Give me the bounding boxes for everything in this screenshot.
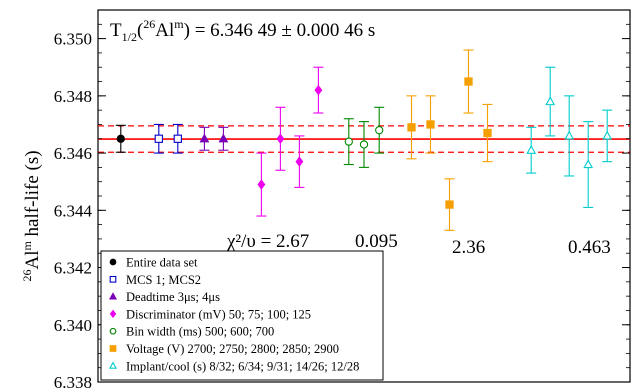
chi2-value-implant: 0.463 <box>568 237 611 258</box>
data-point <box>108 361 118 369</box>
data-marks <box>115 49 613 231</box>
data-point <box>445 200 454 209</box>
y-tick-label: 6.344 <box>54 201 93 220</box>
data-point <box>295 156 304 167</box>
data-point <box>108 292 118 300</box>
series-2 <box>199 126 229 151</box>
data-point <box>483 128 492 138</box>
series-5 <box>406 49 493 231</box>
y-axis-label: 26Alm half-life (s) <box>20 150 43 281</box>
annotation-sub: 1/2 <box>122 30 137 44</box>
data-point <box>109 275 117 283</box>
y-label-post-sup: m <box>20 241 34 251</box>
data-point <box>464 77 473 86</box>
annotation-open: ( <box>137 20 143 41</box>
data-point <box>526 144 537 154</box>
data-point <box>257 179 266 190</box>
data-point <box>426 120 435 129</box>
y-tick-label: 6.342 <box>54 259 92 278</box>
legend-entry: MCS 1; MCS2 <box>109 273 201 287</box>
data-point <box>545 96 556 106</box>
data-point <box>359 140 369 149</box>
series-1 <box>153 123 183 154</box>
y-tick-label: 6.348 <box>54 87 92 106</box>
legend-label: Voltage (V) 2700; 2750; 2800; 2850; 2900 <box>126 342 339 356</box>
chi2-label: χ²/υ = 2.67 <box>226 231 309 252</box>
y-axis: 6.338 6.340 6.342 6.344 6.346 6.348 6.350 <box>54 9 630 390</box>
legend-label: Bin width (ms) 500; 600; 700 <box>126 325 274 339</box>
half-life-annotation: T1/2(26Alm) = 6.346 49 ± 0.000 46 s <box>110 17 375 44</box>
y-tick-label: 6.346 <box>54 144 92 163</box>
data-point <box>314 84 323 96</box>
data-point <box>199 133 210 143</box>
data-point <box>375 126 384 135</box>
series-3 <box>256 66 324 217</box>
legend-label: Discriminator (mV) 50; 75; 100; 125 <box>126 307 311 321</box>
legend-entry: Voltage (V) 2700; 2750; 2800; 2850; 2900 <box>109 342 339 356</box>
annotation-value: ) = 6.346 49 ± 0.000 46 s <box>184 20 376 41</box>
legend-entry: Implant/cool (s) 8/32; 6/34; 9/31; 14/26… <box>108 359 359 373</box>
y-label-pre-sup: 26 <box>20 270 34 282</box>
annotation-element: Al <box>155 20 174 41</box>
data-point <box>109 345 117 352</box>
y-label-main: Al <box>22 251 43 270</box>
data-point <box>109 258 117 266</box>
data-point <box>218 133 229 143</box>
data-point <box>407 123 416 132</box>
y-tick-label: 6.340 <box>54 316 92 335</box>
y-tick-label: 6.350 <box>54 30 92 49</box>
data-point <box>109 327 117 335</box>
series-0 <box>115 124 126 153</box>
legend-entry: Bin width (ms) 500; 600; 700 <box>109 325 274 339</box>
annotation-sup-iso: 26 <box>143 17 155 31</box>
data-point <box>344 137 353 146</box>
data-point <box>154 134 163 143</box>
legend-label: Entire data set <box>126 256 198 270</box>
legend-label: Deadtime 3μs; 4μs <box>126 290 220 304</box>
legend-label: Implant/cool (s) 8/32; 6/34; 9/31; 14/26… <box>126 359 359 373</box>
data-point <box>583 159 594 169</box>
legend-label: MCS 1; MCS2 <box>126 273 201 287</box>
y-label-suffix: half-life (s) <box>22 150 43 241</box>
data-point <box>109 309 117 319</box>
series-4 <box>343 106 385 168</box>
y-tick-label: 6.338 <box>54 373 92 390</box>
data-point <box>564 130 575 140</box>
chi2-value-voltage: 2.36 <box>452 237 485 258</box>
legend-entry: Discriminator (mV) 50; 75; 100; 125 <box>109 307 311 321</box>
series-6 <box>526 66 613 208</box>
data-point <box>276 133 285 145</box>
legend-entry: Deadtime 3μs; 4μs <box>108 290 220 304</box>
data-point <box>602 130 613 140</box>
legend: Entire data set MCS 1; MCS2 Deadtime 3μs; … <box>100 250 384 381</box>
annotation-sup-state: m <box>174 17 184 31</box>
annotation-prefix: T <box>110 20 122 41</box>
data-point <box>116 134 125 143</box>
legend-box <box>100 250 384 381</box>
data-point <box>173 134 182 143</box>
legend-entry: Entire data set <box>109 256 198 270</box>
chi2-value-bin-width: 0.095 <box>355 231 398 252</box>
